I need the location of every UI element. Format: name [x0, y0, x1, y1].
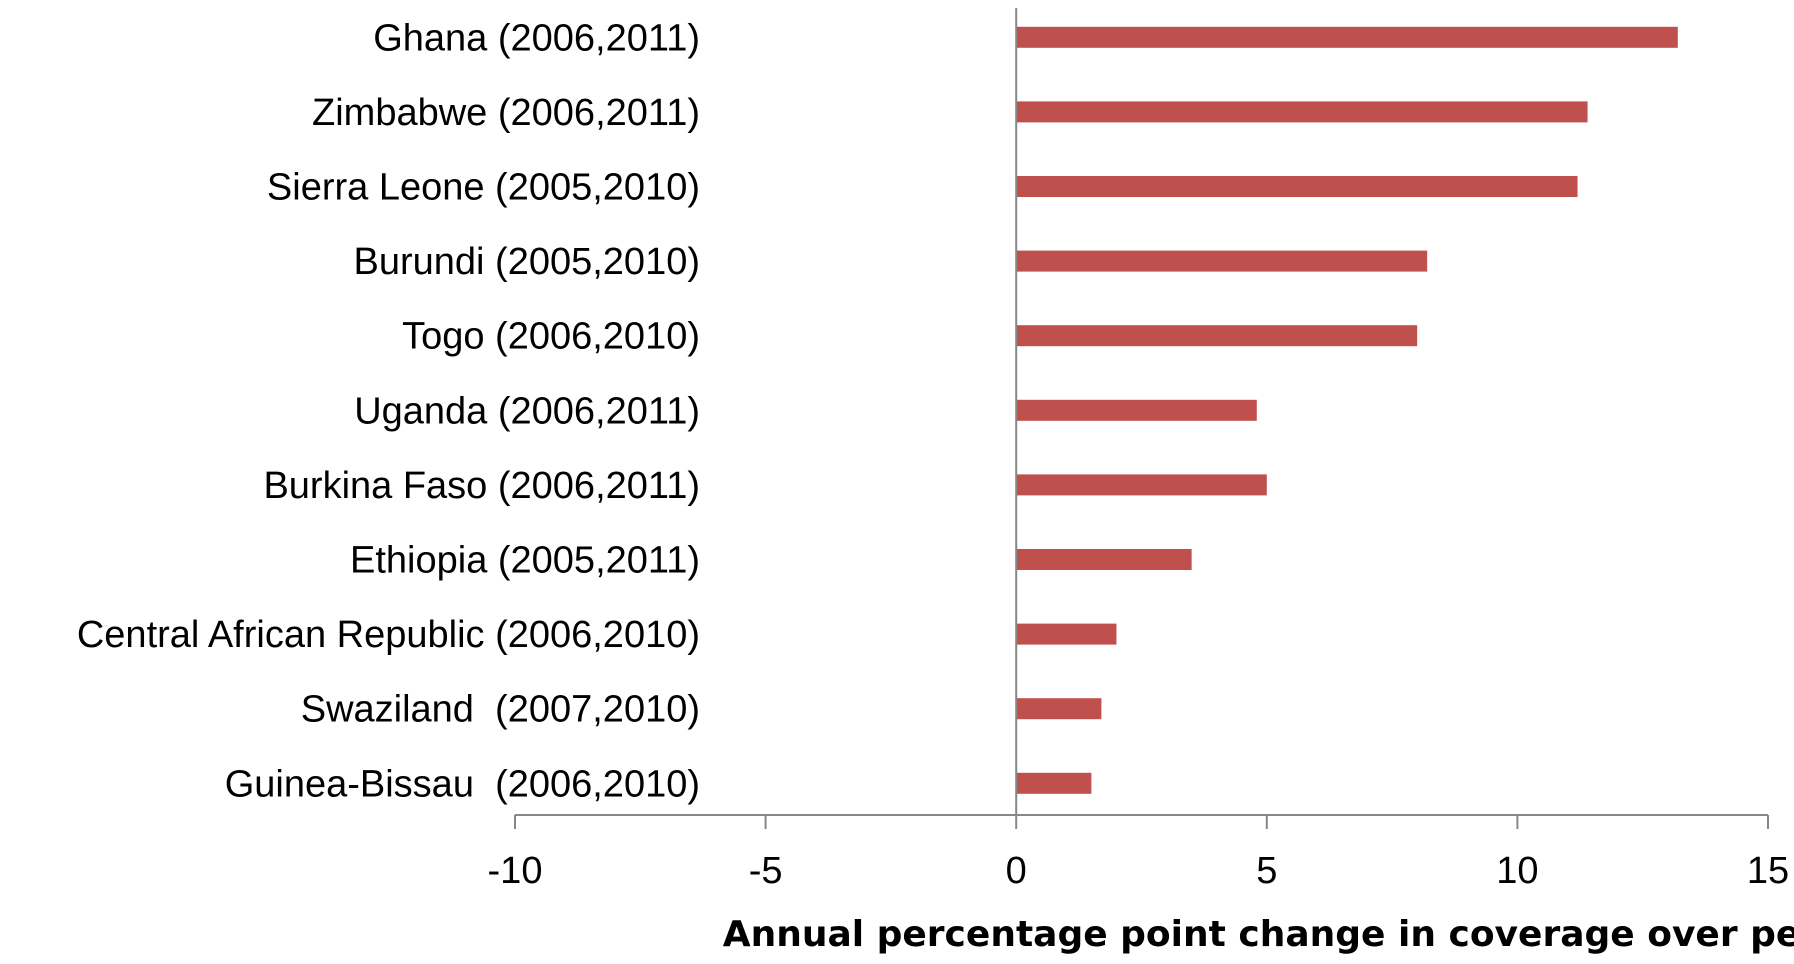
category-label: Ethiopia (2005,2011) — [350, 540, 700, 582]
category-labels: Ghana (2006,2011) Zimbabwe (2006,2011) Sie… — [77, 17, 700, 805]
bar — [1016, 325, 1418, 347]
bar — [1016, 26, 1678, 48]
bar — [1016, 623, 1117, 645]
x-axis-title: Annual percentage point change in covera… — [723, 914, 1794, 955]
bar — [1016, 474, 1267, 496]
category-label: Togo (2006,2010) — [402, 316, 700, 358]
bar — [1016, 772, 1092, 794]
bar — [1016, 101, 1588, 123]
x-tick-label: 5 — [1256, 850, 1277, 892]
category-label: Sierra Leone (2005,2010) — [267, 167, 700, 209]
category-label: Burundi (2005,2010) — [354, 241, 700, 283]
bar — [1016, 250, 1428, 272]
bar — [1016, 549, 1192, 570]
bar — [1016, 176, 1578, 197]
x-tick-label: 0 — [1006, 850, 1027, 892]
category-label: Burkina Faso (2006,2011) — [263, 465, 700, 507]
category-label: Guinea-Bissau (2006,2010) — [225, 763, 700, 805]
x-tick-label: 15 — [1747, 850, 1789, 892]
x-axis-ticks: -10 -5 0 5 10 15 — [488, 815, 1789, 892]
x-tick-label: -10 — [488, 850, 543, 892]
category-label: Swaziland (2007,2010) — [301, 689, 700, 731]
bars — [1016, 26, 1678, 794]
x-tick-label: -5 — [749, 850, 783, 892]
category-label: Uganda (2006,2011) — [354, 390, 700, 432]
bar — [1016, 698, 1102, 720]
bar — [1016, 399, 1257, 421]
category-label: Ghana (2006,2011) — [373, 17, 700, 59]
category-label: Central African Republic (2006,2010) — [77, 614, 700, 656]
x-tick-label: 10 — [1496, 850, 1538, 892]
category-label: Zimbabwe (2006,2011) — [312, 92, 700, 134]
